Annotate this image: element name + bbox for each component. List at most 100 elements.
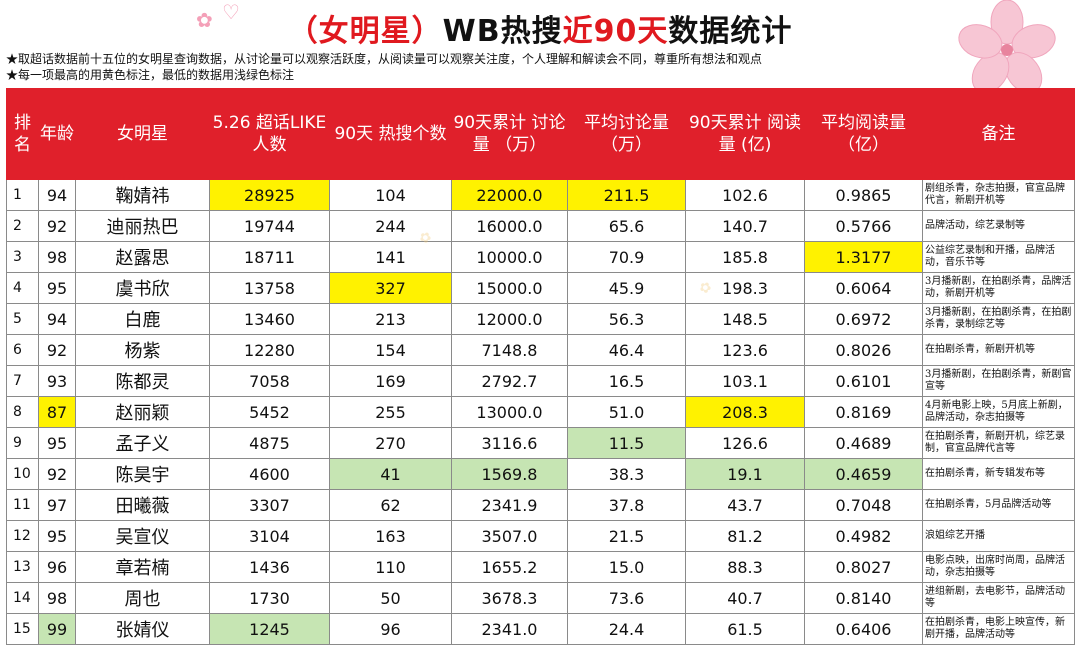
data-table: 排名 年龄 女明星 5.26 超话LIKE 人数 90天 热搜个数 90天累计 … [6, 88, 1075, 645]
cell-rank: 11 [6, 489, 39, 521]
cell-name: 周也 [75, 582, 210, 614]
table-row: 9 95 孟子义 4875 270 3116.6 11.5 126.6 0.4689 在拍剧杀青，… [6, 427, 1075, 459]
cell-avgread: 0.6972 [804, 303, 923, 335]
col-header-hot: 90天 热搜个数 [329, 88, 452, 180]
cell-avgread: 0.8026 [804, 334, 923, 366]
cell-name: 田曦薇 [75, 489, 210, 521]
cell-age: 95 [38, 272, 76, 304]
cell-avgdisc: 56.3 [567, 303, 686, 335]
cell-disc: 16000.0 [451, 210, 568, 242]
cell-like: 4875 [209, 427, 330, 459]
cell-name: 鞠婧祎 [75, 179, 210, 211]
cell-hot: 110 [329, 551, 452, 583]
title-prefix: （女明星） [287, 14, 443, 49]
table-row: 4 95 虞书欣 13758 327 15000.0 45.9 198.3 0.6064 3月播新… [6, 272, 1075, 304]
cell-like: 13460 [209, 303, 330, 335]
table-row: 1 94 鞠婧祎 28925 104 22000.0 211.5 102.6 0.9865 剧组杀… [6, 179, 1075, 211]
col-header-note: 备注 [922, 88, 1075, 180]
cell-disc: 10000.0 [451, 241, 568, 273]
cell-age: 93 [38, 365, 76, 397]
cell-avgdisc: 51.0 [567, 396, 686, 428]
cell-avgdisc: 37.8 [567, 489, 686, 521]
cell-disc: 7148.8 [451, 334, 568, 366]
cell-disc: 3507.0 [451, 520, 568, 552]
cell-note: 3月播新剧，在拍剧杀青，新剧官宣等 [922, 365, 1075, 397]
cell-name: 张婧仪 [75, 613, 210, 645]
cell-like: 1245 [209, 613, 330, 645]
cell-disc: 2792.7 [451, 365, 568, 397]
table-row: 13 96 章若楠 1436 110 1655.2 15.0 88.3 0.8027 电影点映，出… [6, 551, 1075, 583]
cell-name: 孟子义 [75, 427, 210, 459]
col-header-name: 女明星 [75, 88, 210, 180]
cell-note: 在拍剧杀青，电影上映宣传，新剧开播，品牌活动等 [922, 613, 1075, 645]
cell-hot: 62 [329, 489, 452, 521]
cell-like: 13758 [209, 272, 330, 304]
cell-avgdisc: 15.0 [567, 551, 686, 583]
cell-avgdisc: 73.6 [567, 582, 686, 614]
cell-rank: 7 [6, 365, 39, 397]
cell-rank: 12 [6, 520, 39, 552]
cell-hot: 270 [329, 427, 452, 459]
cell-avgread: 0.8140 [804, 582, 923, 614]
cell-rank: 15 [6, 613, 39, 645]
cell-read: 40.7 [685, 582, 805, 614]
note-line: ★每一项最高的用黄色标注，最低的数据用浅绿色标注 [6, 68, 295, 82]
cell-avgread: 0.8169 [804, 396, 923, 428]
heart-icon: ♡ [222, 0, 240, 24]
cell-age: 98 [38, 582, 76, 614]
cell-hot: 213 [329, 303, 452, 335]
cell-age: 97 [38, 489, 76, 521]
table-row: 3 98 赵露思 18711 141 10000.0 70.9 185.8 1.3177 公益综艺… [6, 241, 1075, 273]
cell-hot: 255 [329, 396, 452, 428]
cell-hot: 327 [329, 272, 452, 304]
title-highlight: 近90天 [562, 14, 669, 49]
cell-disc: 22000.0 [451, 179, 568, 211]
cell-like: 1730 [209, 582, 330, 614]
cell-disc: 2341.9 [451, 489, 568, 521]
cell-avgdisc: 46.4 [567, 334, 686, 366]
cell-age: 95 [38, 427, 76, 459]
cell-avgdisc: 38.3 [567, 458, 686, 490]
cell-read: 102.6 [685, 179, 805, 211]
title-main: WB热搜 [442, 14, 563, 49]
col-header-like: 5.26 超话LIKE 人数 [209, 88, 330, 180]
cell-hot: 41 [329, 458, 452, 490]
cell-rank: 2 [6, 210, 39, 242]
cell-avgdisc: 21.5 [567, 520, 686, 552]
cell-like: 19744 [209, 210, 330, 242]
cell-note: 剧组杀青，杂志拍摄，官宣品牌代言，新剧开机等 [922, 179, 1075, 211]
cell-hot: 104 [329, 179, 452, 211]
cell-note: 在拍剧杀青，5月品牌活动等 [922, 489, 1075, 521]
table-row: 10 92 陈昊宇 4600 41 1569.8 38.3 19.1 0.4659 在拍剧杀青，新… [6, 458, 1075, 490]
cell-read: 185.8 [685, 241, 805, 273]
cell-read: 88.3 [685, 551, 805, 583]
cell-read: 198.3 [685, 272, 805, 304]
cell-avgread: 0.6406 [804, 613, 923, 645]
cell-read: 148.5 [685, 303, 805, 335]
cell-age: 92 [38, 334, 76, 366]
cell-avgread: 0.6064 [804, 272, 923, 304]
cell-note: 3月播新剧，在拍剧杀青，品牌活动，新剧开机等 [922, 272, 1075, 304]
table-row: 5 94 白鹿 13460 213 12000.0 56.3 148.5 0.6972 3月播新剧… [6, 303, 1075, 335]
cell-age: 92 [38, 210, 76, 242]
table-row: 12 95 吴宣仪 3104 163 3507.0 21.5 81.2 0.4982 浪姐综艺开播 [6, 520, 1075, 552]
cell-note: 进组新剧，去电影节，品牌活动等 [922, 582, 1075, 614]
cell-avgread: 0.8027 [804, 551, 923, 583]
cell-note: 在拍剧杀青，新剧开机等 [922, 334, 1075, 366]
cell-rank: 3 [6, 241, 39, 273]
notes: ★取超话数据前十五位的女明星查询数据，从讨论量可以观察活跃度，从阅读量可以观察关… [6, 51, 762, 83]
col-header-avgread: 平均阅读量 （亿） [804, 88, 923, 180]
cell-disc: 2341.0 [451, 613, 568, 645]
table-row: 14 98 周也 1730 50 3678.3 73.6 40.7 0.8140 进组新剧，去电影… [6, 582, 1075, 614]
cell-avgread: 0.6101 [804, 365, 923, 397]
cell-name: 白鹿 [75, 303, 210, 335]
cell-avgdisc: 70.9 [567, 241, 686, 273]
cell-rank: 8 [6, 396, 39, 428]
cell-rank: 6 [6, 334, 39, 366]
cell-hot: 244 [329, 210, 452, 242]
cell-disc: 12000.0 [451, 303, 568, 335]
cell-rank: 9 [6, 427, 39, 459]
cell-read: 123.6 [685, 334, 805, 366]
cell-avgread: 0.4689 [804, 427, 923, 459]
cell-avgread: 0.5766 [804, 210, 923, 242]
